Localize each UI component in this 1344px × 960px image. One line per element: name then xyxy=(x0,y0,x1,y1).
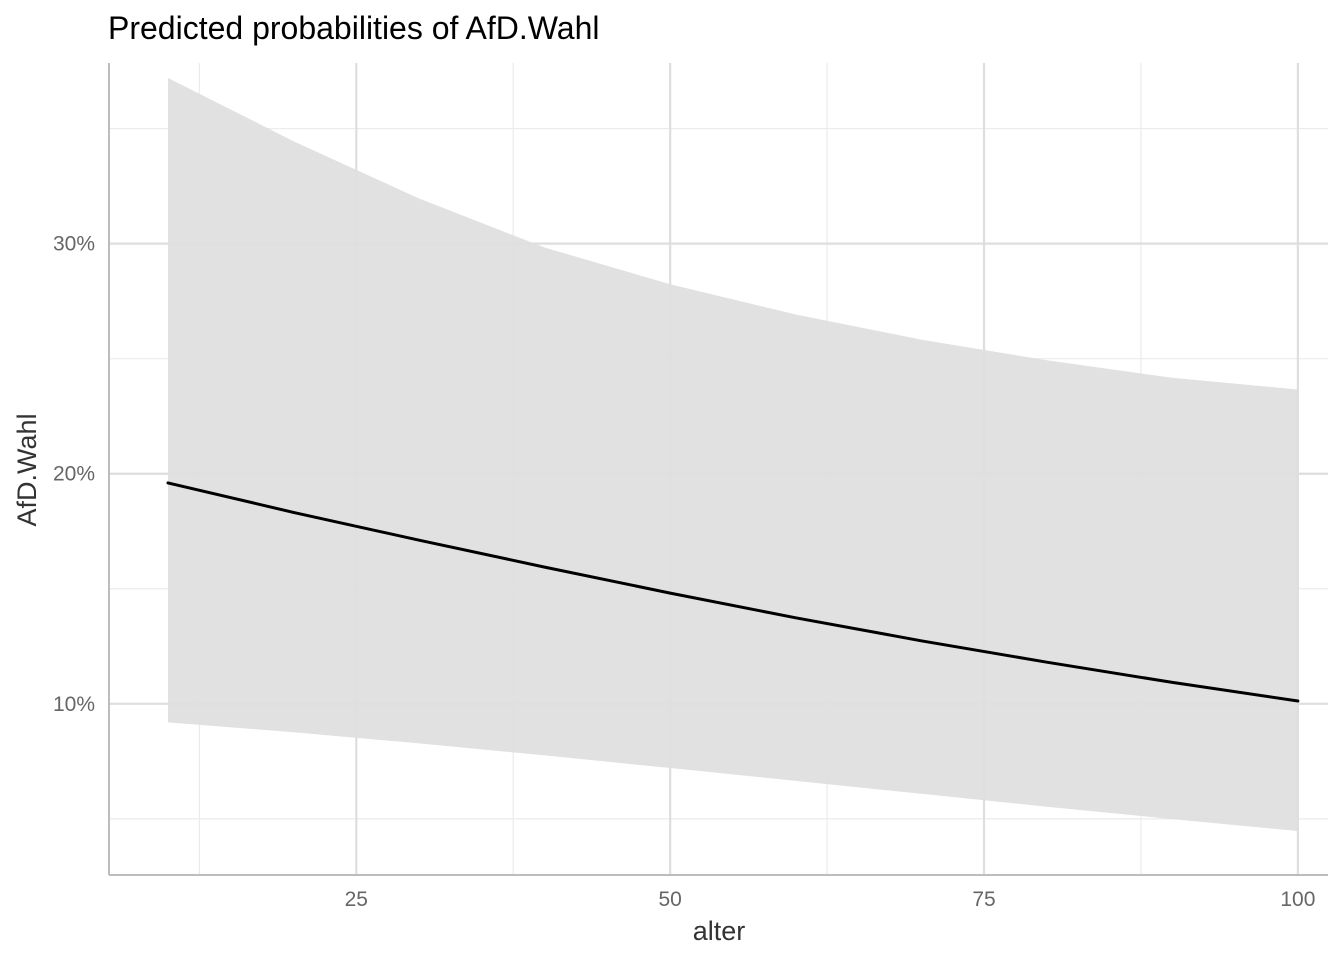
prediction-line-layer xyxy=(166,481,1300,703)
prediction-line xyxy=(166,481,1300,703)
x-axis-title: alter xyxy=(693,916,746,946)
confidence-band-layer xyxy=(168,78,1298,832)
x-tick-label: 100 xyxy=(1280,888,1315,911)
x-tick-label: 50 xyxy=(658,888,681,911)
y-tick-label: 20% xyxy=(53,463,95,486)
y-tick-label: 10% xyxy=(53,693,95,716)
x-tick-labels: 25 50 75 100 xyxy=(345,888,1316,911)
chart-title: Predicted probabilities of AfD.Wahl xyxy=(108,10,600,46)
confidence-band xyxy=(168,78,1298,832)
x-tick-label: 75 xyxy=(972,888,995,911)
y-axis-title: AfD.Wahl xyxy=(12,413,42,526)
x-tick-label: 25 xyxy=(345,888,368,911)
y-tick-label: 30% xyxy=(53,233,95,256)
axes xyxy=(108,63,1328,876)
y-tick-labels: 10% 20% 30% xyxy=(53,233,95,716)
